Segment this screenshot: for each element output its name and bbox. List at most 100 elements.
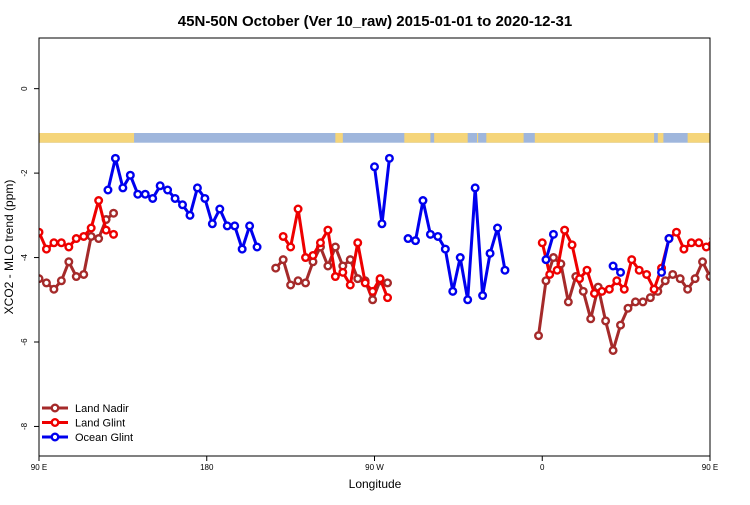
data-point-land-nadir [623,303,633,313]
data-point-land-glint [353,238,363,248]
data-point-land-glint [604,284,614,294]
series-line-ocean-glint [407,186,507,302]
data-point-ocean-glint [103,185,113,195]
data-point-land-nadir [286,280,296,290]
data-point-ocean-glint [548,229,558,239]
data-point-land-nadir [278,255,288,265]
data-point-ocean-glint [237,244,247,254]
data-point-land-nadir [608,345,618,355]
data-point-land-glint [278,231,288,241]
y-tick-label: -8 [20,422,29,430]
legend-label: Land Nadir [75,403,129,415]
data-point-land-glint [545,269,555,279]
data-point-land-nadir [383,278,393,288]
data-point-land-nadir [41,278,51,288]
data-point-ocean-glint [163,185,173,195]
data-point-land-glint [537,238,547,248]
data-point-ocean-glint [657,267,667,277]
land-band [657,133,664,143]
data-point-ocean-glint [222,221,232,231]
data-point-ocean-glint [616,267,626,277]
data-point-ocean-glint [148,193,158,203]
legend-label: Land Glint [75,418,125,430]
data-point-land-nadir [56,276,66,286]
plot-frame [38,37,711,457]
ocean-band [39,133,710,143]
data-point-ocean-glint [440,244,450,254]
land-band [477,133,479,143]
series-land-glint [39,196,747,303]
land-band [39,133,135,143]
legend: Land Nadir Land Glint Ocean Glint [42,403,133,444]
data-point-ocean-glint [245,221,255,231]
data-point-ocean-glint [418,196,428,206]
series-ocean-glint [103,153,747,305]
chart-title: 45N-50N October (Ver 10_raw) 2015-01-01 … [178,13,572,30]
y-tick-label: 0 [20,86,29,91]
data-point-ocean-glint [140,189,150,199]
data-point-land-nadir [94,234,104,244]
data-point-ocean-glint [411,236,421,246]
data-point-ocean-glint [740,155,747,162]
data-point-land-nadir [638,297,648,307]
data-point-land-nadir [330,242,340,252]
data-point-ocean-glint [133,189,143,199]
x-tick-label: 90 E [702,463,718,472]
land-band [486,133,524,143]
data-point-land-nadir [301,278,311,288]
data-point-land-glint [109,229,119,239]
data-point-land-nadir [668,269,678,279]
data-point-land-glint [308,250,318,260]
data-point-land-glint [671,227,681,237]
data-point-land-glint [552,265,562,275]
data-point-land-nadir [630,297,640,307]
data-point-ocean-glint [170,193,180,203]
data-point-land-glint [740,227,747,234]
data-point-ocean-glint [185,210,195,220]
data-point-land-nadir [368,295,378,305]
data-point-land-nadir [86,231,96,241]
data-point-land-nadir [563,297,573,307]
land-band [687,133,710,143]
x-tick-label: 90 E [31,463,47,472]
data-point-ocean-glint [448,286,458,296]
y-tick-label: -6 [20,338,29,346]
data-point-land-glint [315,238,325,248]
data-point-ocean-glint [455,253,465,263]
data-point-land-nadir [293,276,303,286]
legend-item-ocean-glint: Ocean Glint [42,432,133,444]
data-point-land-nadir [660,276,670,286]
data-point-land-glint [338,267,348,277]
data-point-land-glint [94,196,104,206]
data-point-land-nadir [737,216,744,223]
land-band [434,133,468,143]
data-point-land-glint [589,288,599,298]
data-point-land-nadir [586,314,596,324]
data-point-ocean-glint [425,229,435,239]
data-point-land-glint [41,244,51,254]
y-tick-label: -4 [20,253,29,261]
data-point-ocean-glint [155,181,165,191]
data-point-land-glint [694,238,704,248]
data-point-land-nadir [744,210,750,217]
data-point-land-glint [709,236,710,242]
data-point-land-glint [360,278,370,288]
data-point-land-glint [49,238,59,248]
data-point-land-glint [582,265,592,275]
data-point-ocean-glint [230,221,240,231]
data-point-land-glint [560,225,570,235]
data-point-land-nadir [548,253,558,263]
data-point-ocean-glint [733,187,740,194]
data-point-ocean-glint [200,193,210,203]
data-point-land-glint [79,231,89,241]
x-tick-label: 90 W [365,463,384,472]
x-axis-label: Longitude [349,477,402,491]
data-point-land-glint [345,280,355,290]
y-tick-label: -2 [20,169,29,177]
data-point-land-glint [330,272,340,282]
data-point-ocean-glint [207,219,217,229]
data-point-land-glint [725,225,732,232]
data-point-land-nadir [675,274,685,284]
